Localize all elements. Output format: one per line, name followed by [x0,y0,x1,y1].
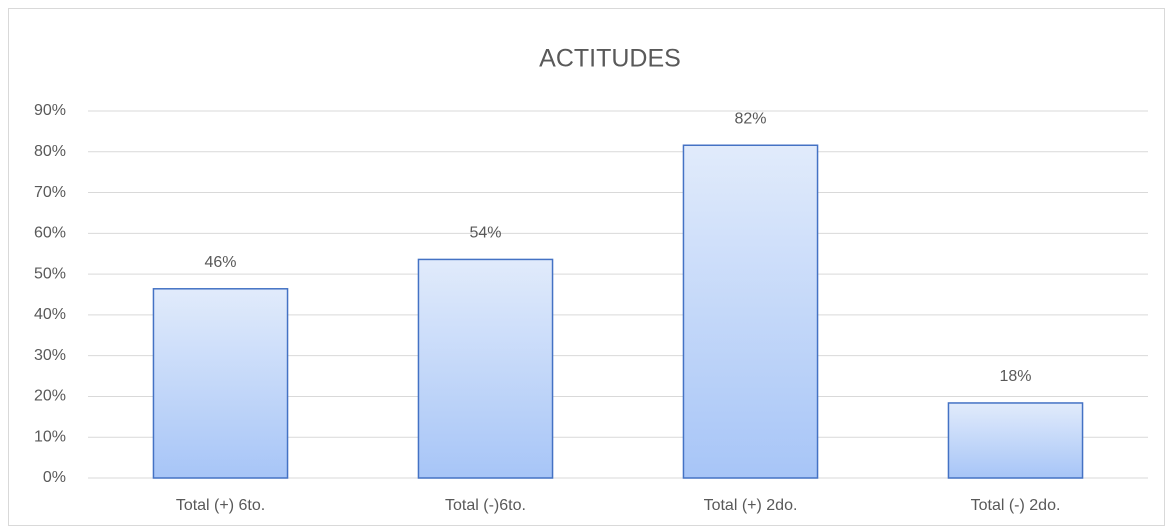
data-label: 18% [999,368,1031,385]
y-tick-label: 0% [43,469,66,486]
x-tick-label: Total (-)6to. [445,497,526,514]
data-label: 46% [204,254,236,271]
y-tick-label: 90% [34,102,66,119]
chart-title: ACTITUDES [539,45,681,73]
y-tick-label: 50% [34,265,66,282]
x-tick-label: Total (+) 2do. [704,497,798,514]
x-tick-label: Total (-) 2do. [971,497,1061,514]
y-tick-label: 80% [34,143,66,160]
bar [682,144,819,479]
y-tick-label: 60% [34,225,66,242]
bar [152,288,289,479]
y-tick-label: 20% [34,388,66,405]
y-tick-label: 70% [34,184,66,201]
y-tick-label: 10% [34,428,66,445]
x-tick-label: Total (+) 6to. [176,497,265,514]
data-label: 54% [469,225,501,242]
y-tick-label: 40% [34,306,66,323]
y-tick-label: 30% [34,347,66,364]
data-label: 82% [734,110,766,127]
bar [947,402,1084,479]
bar [417,258,554,479]
